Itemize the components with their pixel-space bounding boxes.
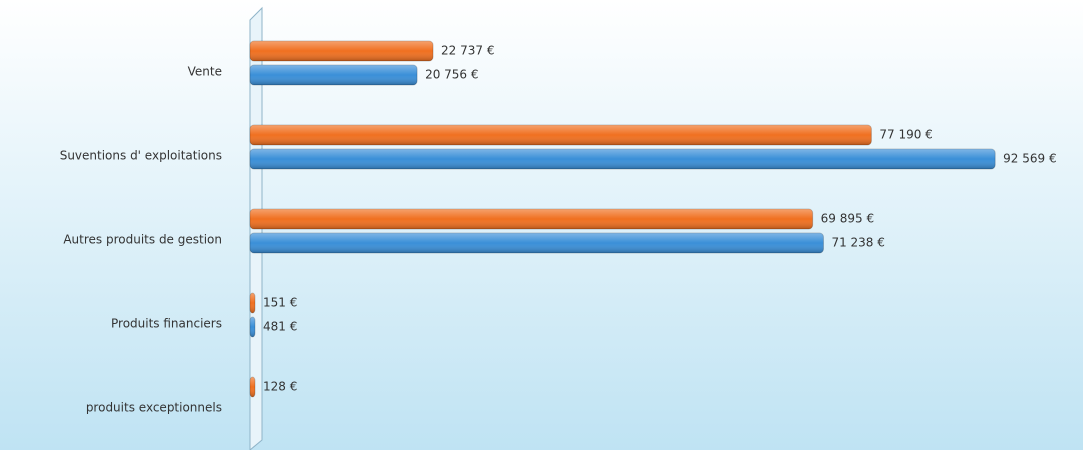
value-label: 77 190 € [879, 128, 932, 142]
bar-shade [250, 293, 255, 313]
category-label: Autres produits de gestion [63, 233, 222, 247]
category-label: Suventions d' exploitations [60, 149, 222, 163]
category-label: produits exceptionnels [86, 401, 222, 415]
bar-shade [250, 209, 813, 229]
category-label: Produits financiers [111, 317, 222, 331]
value-label: 71 238 € [831, 236, 884, 250]
bar-shade [250, 233, 824, 253]
bar-shade [250, 317, 255, 337]
value-label: 69 895 € [821, 212, 874, 226]
bar-shade [250, 41, 434, 61]
value-label: 128 € [263, 380, 297, 394]
value-label: 481 € [263, 320, 297, 334]
bar-shade [250, 65, 418, 85]
bar-shade [250, 377, 255, 397]
value-label: 22 737 € [441, 44, 494, 58]
bar-shade [250, 149, 996, 169]
category-label: Vente [188, 65, 222, 79]
value-label: 151 € [263, 296, 297, 310]
value-label: 20 756 € [425, 68, 478, 82]
value-label: 92 569 € [1003, 152, 1056, 166]
bar-shade [250, 125, 872, 145]
